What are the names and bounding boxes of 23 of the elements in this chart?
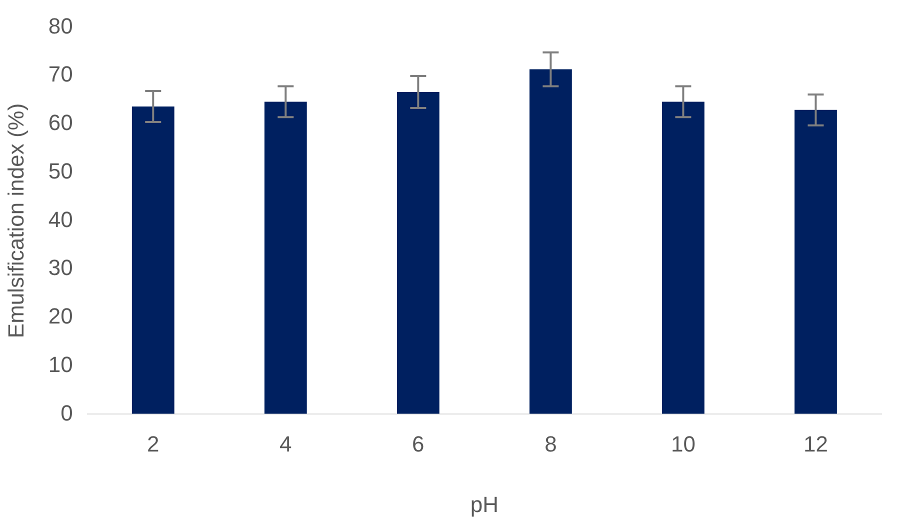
bar [132, 106, 174, 414]
x-tick-label: 2 [147, 431, 160, 456]
y-tick-label: 0 [60, 400, 73, 426]
x-tick-label: 8 [544, 431, 557, 456]
x-axis-title: pH [470, 492, 498, 517]
bar [529, 69, 572, 414]
bar [264, 102, 307, 414]
bar [794, 110, 837, 414]
y-tick-label: 40 [48, 206, 73, 232]
y-tick-label: 20 [48, 304, 73, 329]
bar [396, 92, 440, 414]
y-axis-title: Emulsification index (%) [3, 103, 28, 338]
x-tick-label: 4 [280, 431, 292, 456]
y-tick-label: 30 [48, 255, 73, 280]
y-tick-label: 80 [48, 13, 73, 38]
y-tick-label: 70 [48, 62, 73, 87]
y-tick-label: 10 [48, 352, 73, 377]
y-tick-label: 50 [48, 158, 73, 184]
x-tick-label: 12 [803, 431, 828, 456]
y-tick-label: 60 [48, 110, 73, 136]
x-tick-label: 6 [412, 431, 424, 456]
bar [662, 102, 704, 414]
x-tick-label: 10 [670, 431, 696, 456]
